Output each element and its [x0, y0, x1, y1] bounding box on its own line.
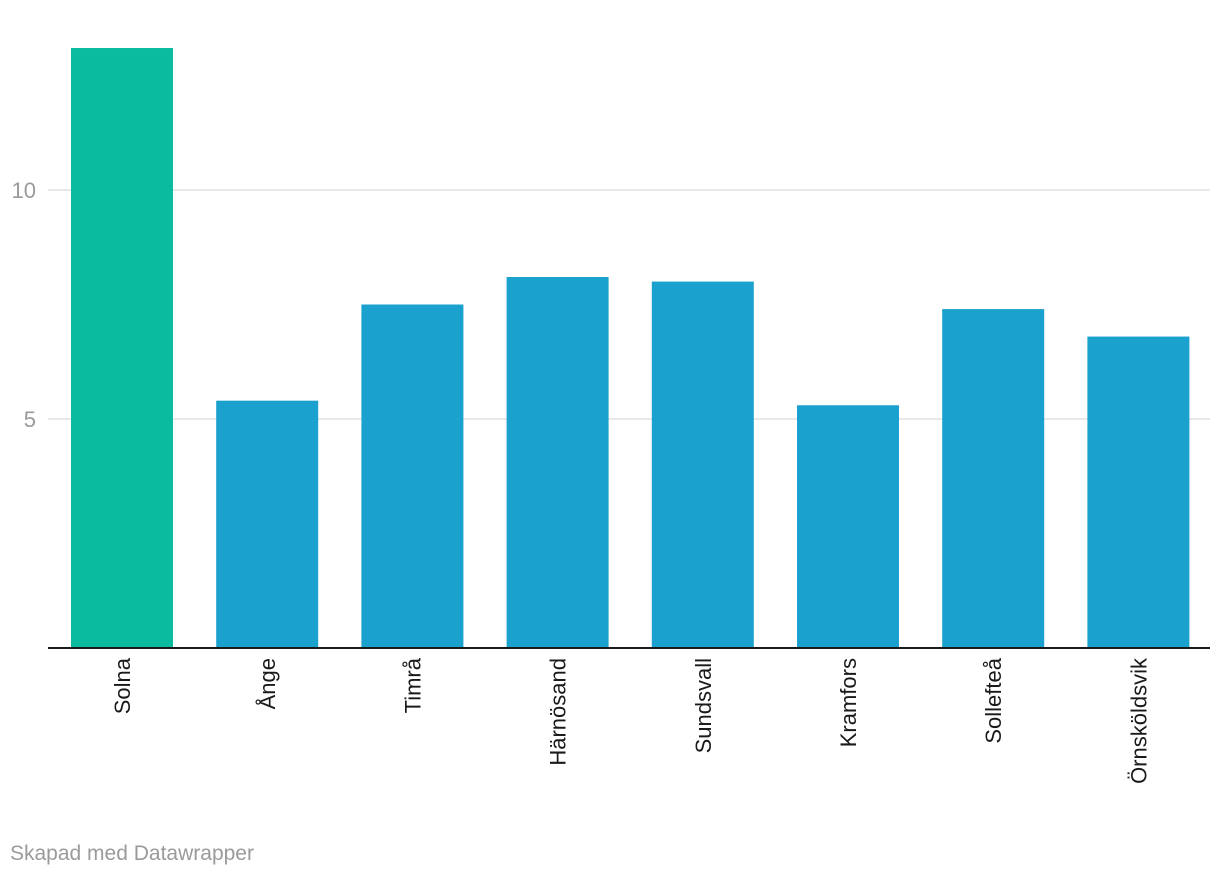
bar-sollefteå: [942, 309, 1045, 648]
bar-sundsvall: [651, 281, 754, 648]
x-category-label: Härnösand: [546, 658, 571, 766]
bar-härnösand: [506, 277, 609, 648]
y-axis-tick-labels: 5 10: [12, 178, 36, 432]
x-category-label: Ånge: [255, 658, 280, 709]
y-tick-label: 5: [24, 407, 36, 432]
x-axis-category-labels: Solna Ånge Timrå Härnösand Sundsvall Kramfors…: [110, 657, 1151, 784]
bar-chart: 5 10 Solna Ånge Timrå Härnösand Sundsvall Kram…: [12, 48, 1210, 784]
x-category-label: Kramfors: [836, 658, 861, 747]
bar-solna: [71, 48, 173, 648]
x-category-label: Solna: [110, 657, 135, 714]
x-category-label: Sollefteå: [981, 657, 1006, 743]
x-category-label: Örnsköldsvik: [1126, 657, 1151, 784]
bar-örnsköldsvik: [1087, 336, 1190, 648]
x-category-label: Timrå: [400, 657, 425, 713]
bar-ånge: [216, 400, 319, 648]
datawrapper-credit: Skapad med Datawrapper: [10, 842, 254, 865]
x-category-label: Sundsvall: [691, 658, 716, 753]
bar-kramfors: [797, 405, 899, 648]
bars: [71, 48, 1190, 648]
bar-timrå: [361, 304, 464, 648]
y-tick-label: 10: [12, 178, 36, 203]
